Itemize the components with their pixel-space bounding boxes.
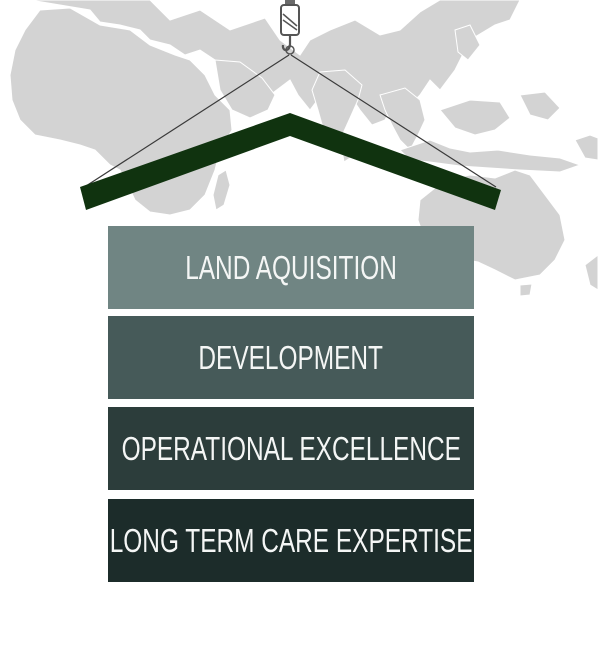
block-operational-excellence: OPERATIONAL EXCELLENCE: [108, 407, 474, 490]
block-label: OPERATIONAL EXCELLENCE: [121, 429, 461, 467]
block-label: LONG TERM CARE EXPERTISE: [109, 521, 473, 559]
world-map-background: [0, 0, 598, 297]
block-label: LAND AQUISITION: [185, 248, 397, 286]
crane-hook-icon: [280, 0, 300, 55]
left-cable: [85, 54, 290, 187]
roof-shape: [80, 113, 501, 210]
block-label: DEVELOPMENT: [198, 338, 384, 376]
block-long-term-care-expertise: LONG TERM CARE EXPERTISE: [108, 499, 474, 582]
block-land-acquisition: LAND AQUISITION: [108, 226, 474, 309]
block-development: DEVELOPMENT: [108, 316, 474, 399]
crane-cables: [85, 54, 497, 188]
right-cable: [290, 54, 497, 188]
